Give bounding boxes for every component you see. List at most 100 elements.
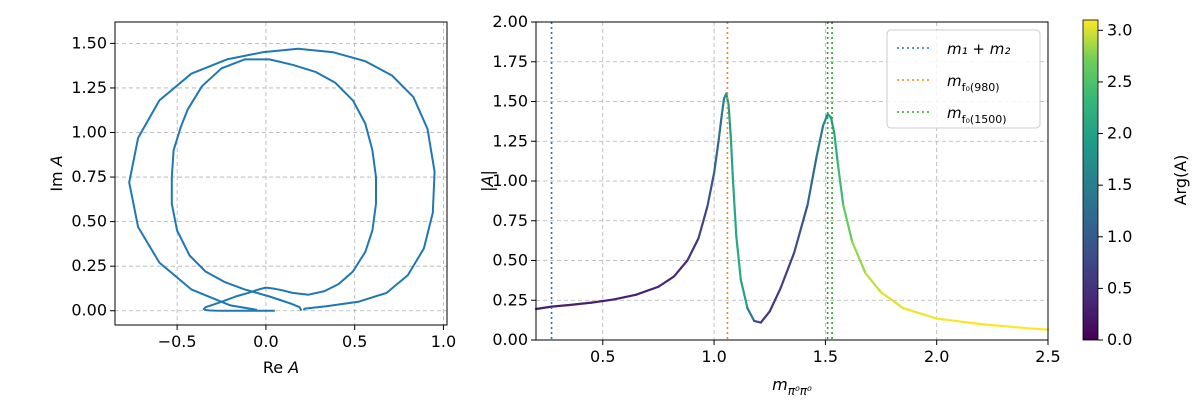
amplitude-segment	[717, 113, 723, 143]
x-tick-label: 1.0	[701, 347, 726, 366]
amplitude-segment	[697, 205, 709, 240]
amplitude-segment	[836, 160, 845, 206]
amplitude-segment	[864, 272, 883, 294]
amplitude-chart: 0.5 1.0 1.5 2.0 2.5 0.00 0.25 0.50 0.75 1.00 1.25 1…	[478, 12, 1061, 398]
amplitude-segment	[657, 275, 676, 288]
y-tick-label: 0.50	[71, 212, 107, 231]
amplitude-segment	[779, 251, 796, 289]
plot-frame	[114, 21, 448, 326]
amplitude-segment	[815, 124, 825, 159]
colorbar-tick-label: 2.0	[1107, 124, 1132, 143]
y-tick-label: 0.25	[71, 256, 107, 275]
x-axis-label: mπ⁰π⁰	[772, 375, 812, 398]
legend-label-sub: f₀(1500)	[962, 113, 1007, 126]
legend-box	[886, 29, 1041, 129]
amplitude-segment	[759, 310, 771, 324]
y-tick-label: 1.25	[492, 131, 528, 150]
colorbar-tick-label: 0.5	[1107, 278, 1132, 297]
x-axis-label-sub: π⁰π⁰	[788, 384, 812, 398]
amplitude-segment	[842, 203, 854, 243]
y-tick-label: 1.25	[71, 78, 107, 97]
amplitude-segment	[739, 278, 749, 310]
y-tick-label: 0.00	[492, 330, 528, 349]
x-tick-label: 0.5	[342, 332, 367, 351]
colorbar-tick-label: 0.0	[1107, 330, 1132, 349]
x-tick-label: 2.5	[1035, 347, 1060, 366]
trajectory-series-1	[170, 58, 377, 312]
x-tick-label: 1.0	[431, 332, 456, 351]
amplitude-segment	[833, 132, 839, 164]
amplitude-segment	[712, 140, 720, 175]
amplitude-segment	[672, 259, 689, 278]
amplitude-segment	[746, 307, 756, 323]
trajectory-series-0	[128, 47, 436, 311]
y-tick-label: 0.25	[492, 290, 528, 309]
x-tick-label: 0.0	[253, 332, 278, 351]
legend-label: mf₀(980)	[947, 72, 1000, 94]
y-tick-label: 1.75	[492, 52, 528, 71]
colorbar-tick-label: 2.5	[1107, 72, 1132, 91]
amplitude-segment	[612, 293, 638, 301]
colorbar-tick-label: 1.0	[1107, 227, 1132, 246]
amplitude-segment	[534, 305, 553, 311]
amplitude-segment	[753, 319, 762, 324]
amplitude-segment	[568, 301, 593, 307]
amplitude-segment	[735, 235, 742, 281]
y-tick-label: 1.50	[492, 92, 528, 111]
colorbar-tick-label: 1.5	[1107, 175, 1132, 194]
y-tick-label: 0.00	[71, 301, 107, 320]
x-tick-label: −0.5	[158, 332, 197, 351]
colorbar-tick-label: 3.0	[1107, 20, 1132, 39]
x-axis-label-symbol: A	[287, 358, 299, 377]
amplitude-segment	[1024, 326, 1050, 331]
amplitude-segment	[902, 307, 938, 320]
legend-label-main: m	[947, 72, 962, 90]
x-axis-label-main: m	[772, 375, 788, 394]
amplitude-segment	[706, 171, 716, 208]
x-axis-label: Re A	[263, 358, 299, 377]
amplitude-segment	[879, 291, 905, 310]
amplitude-segment	[731, 179, 738, 238]
y-axis-label: Im A	[47, 155, 66, 191]
x-axis-label-prefix: Re	[263, 358, 288, 377]
y-tick-label: 2.00	[492, 12, 528, 31]
colorbar: 0.0 0.5 1.0 1.5 2.0 2.5 3.0 Arg(A)	[1082, 19, 1190, 349]
amplitude-segment	[720, 97, 726, 116]
amplitude-segment	[727, 103, 732, 138]
legend-label-main: m₁ + m₂	[947, 40, 1010, 58]
y-axis-label-symbol: A	[47, 155, 66, 167]
amplitude-segment	[793, 203, 809, 254]
legend-label: mf₀(1500)	[947, 104, 1006, 126]
amplitude-segment	[829, 116, 836, 135]
amplitude-segment	[768, 286, 782, 313]
complex-plane-chart: −0.5 0.0 0.5 1.0 0.00 0.25 0.50 0.75 1.00 1.25 1.5…	[47, 21, 456, 377]
x-tick-label: 0.5	[590, 347, 615, 366]
amplitude-segment	[851, 240, 867, 275]
legend-label: m₁ + m₂	[947, 40, 1010, 58]
amplitude-segment	[806, 156, 818, 206]
y-tick-label: 0.75	[71, 167, 107, 186]
legend-label-main: m	[947, 104, 962, 122]
amplitude-segment	[635, 285, 660, 296]
x-tick-label: 1.5	[813, 347, 838, 366]
amplitude-segment	[980, 323, 1027, 330]
amplitude-segment	[935, 317, 983, 326]
colorbar-label: Arg(A)	[1171, 155, 1190, 206]
amplitude-segment	[729, 135, 735, 183]
amplitude-segment	[686, 237, 700, 262]
y-tick-label: 0.75	[492, 211, 528, 230]
legend-label-sub: f₀(980)	[962, 81, 1000, 94]
y-tick-label: 1.00	[492, 171, 528, 190]
amplitude-segment	[822, 113, 829, 127]
y-axis-label: |A|	[478, 170, 497, 192]
amplitude-segment	[550, 303, 571, 308]
x-tick-label: 2.0	[924, 347, 949, 366]
y-tick-label: 0.50	[492, 251, 528, 270]
y-axis-label-prefix: Im	[47, 166, 66, 191]
y-tick-label: 1.00	[71, 123, 107, 142]
colorbar-gradient	[1082, 19, 1099, 341]
y-tick-label: 1.50	[71, 33, 107, 52]
